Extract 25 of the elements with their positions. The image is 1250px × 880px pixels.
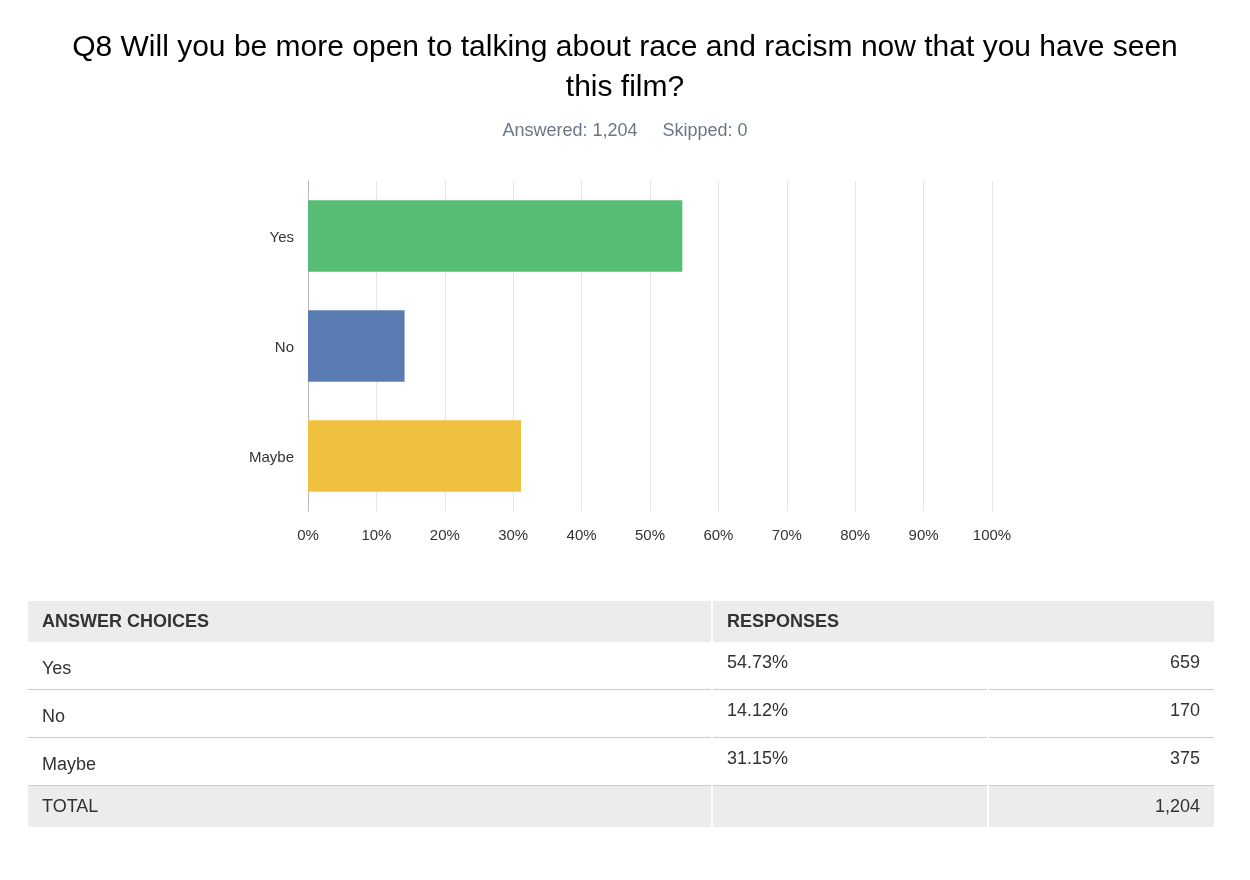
- y-tick-label: Yes: [269, 227, 294, 245]
- x-tick-label: 80%: [840, 526, 871, 543]
- text: 659: [989, 642, 1214, 690]
- x-tick-label: 70%: [771, 526, 802, 543]
- x-tick-label: 20%: [429, 526, 460, 543]
- category-label: Yes: [42, 658, 72, 678]
- x-tick-label: 50%: [634, 526, 666, 543]
- text: 31.15%: [713, 738, 988, 786]
- category-label: Maybe: [42, 754, 97, 774]
- text: 14.12%: [713, 690, 988, 738]
- category-label: No: [42, 706, 66, 726]
- chart-title: Q8 Will you be more open to talking about race and racism now that you have seen this film?: [71, 28, 1179, 104]
- y-tick-label: No: [274, 337, 294, 355]
- chart-subtitle: Answered: 1,204 Skipped: 0: [501, 120, 749, 141]
- x-tick-label: 30%: [498, 526, 529, 543]
- x-tick-label: 90%: [908, 526, 939, 543]
- text: 170: [989, 690, 1214, 738]
- text: 54.73%: [713, 642, 988, 690]
- y-tick-label: Maybe: [248, 447, 294, 465]
- x-tick-label: 0%: [297, 526, 319, 543]
- x-tick-label: 60%: [703, 526, 734, 543]
- x-tick-label: 100%: [972, 526, 1012, 543]
- x-tick-label: 40%: [566, 526, 597, 543]
- x-tick-label: 10%: [361, 526, 392, 543]
- text: 375: [989, 738, 1214, 786]
